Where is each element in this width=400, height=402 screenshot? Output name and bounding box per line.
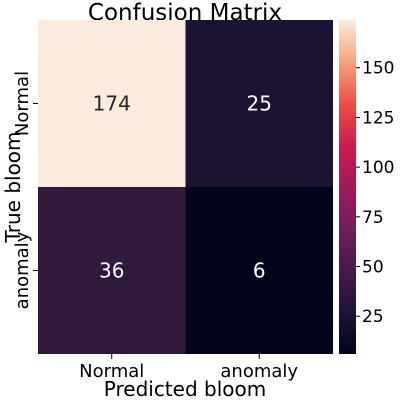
y-tick-label-1: anomaly bbox=[12, 231, 33, 309]
cell-annotation-r1-c0: 36 bbox=[99, 259, 124, 283]
colorbar bbox=[339, 20, 356, 354]
heatmap-cells: 174 25 36 6 bbox=[38, 20, 333, 354]
colorbar-tick-label-4: 125 bbox=[362, 108, 394, 128]
colorbar-tick-label-1: 50 bbox=[362, 258, 384, 278]
heatmap-cell-r1-c0 bbox=[38, 187, 186, 354]
x-tick-label-0: Normal bbox=[79, 361, 144, 382]
colorbar-tick-label-2: 75 bbox=[362, 208, 384, 228]
y-tick-label-0: Normal bbox=[12, 71, 33, 136]
colorbar-tick-label-5: 150 bbox=[362, 59, 394, 79]
colorbar-ticks: 25 50 75 100 125 150 bbox=[356, 59, 394, 327]
cell-annotation-r0-c1: 25 bbox=[247, 92, 272, 116]
x-axis-ticks: Normal anomaly bbox=[79, 354, 298, 382]
colorbar-tick-label-0: 25 bbox=[362, 307, 384, 327]
heatmap-cell-r0-c0 bbox=[38, 20, 186, 187]
y-axis-ticks: Normal anomaly bbox=[12, 71, 38, 309]
y-axis-label: True bloom bbox=[1, 131, 25, 243]
cell-annotation-r1-c1: 6 bbox=[253, 259, 266, 283]
heatmap-cell-r1-c1 bbox=[185, 187, 333, 354]
colorbar-tick-label-3: 100 bbox=[362, 158, 394, 178]
x-axis-label: Predicted bloom bbox=[104, 377, 266, 401]
heatmap-cell-r0-c1 bbox=[185, 20, 333, 187]
cell-annotation-r0-c0: 174 bbox=[93, 92, 131, 116]
x-tick-label-1: anomaly bbox=[220, 361, 298, 382]
